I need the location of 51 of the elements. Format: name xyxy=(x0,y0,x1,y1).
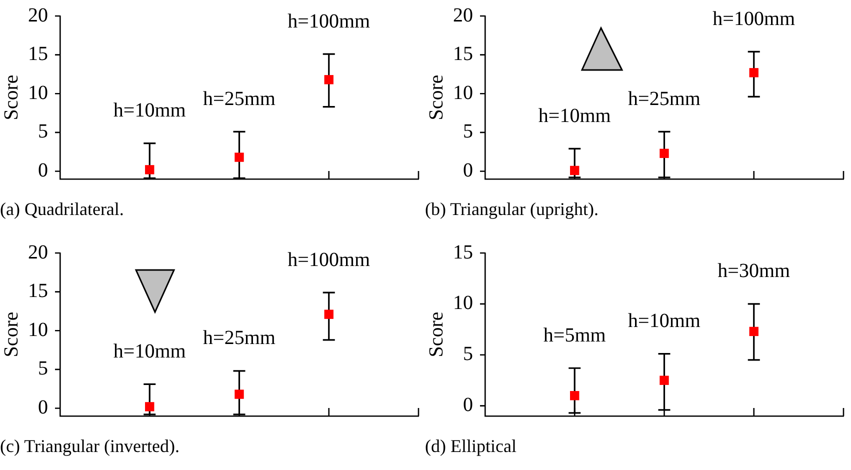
text: (b) Triangular (upright). xyxy=(425,199,600,220)
annotation: h=5mm xyxy=(543,324,606,346)
point xyxy=(660,376,669,385)
point xyxy=(234,390,244,399)
annotation: h=100mm xyxy=(288,248,371,271)
annotation: h=100mm xyxy=(712,8,796,30)
annotation: h=25mm xyxy=(628,88,701,110)
text: (c) Triangular (inverted). xyxy=(0,436,180,457)
y-tick-label: 0 xyxy=(38,396,48,418)
y-tick-label: 5 xyxy=(463,120,473,143)
y-tick-label: 20 xyxy=(453,4,473,26)
y-axis-title: Score xyxy=(425,74,448,120)
point xyxy=(324,310,334,319)
point xyxy=(234,152,244,162)
y-tick-label: 15 xyxy=(453,43,473,66)
y-tick-label: 0 xyxy=(463,159,473,182)
point xyxy=(145,165,154,174)
text: (a) Quadrilateral. xyxy=(0,199,125,220)
y-tick-label: 10 xyxy=(28,318,48,341)
y-tick-label: 5 xyxy=(38,358,48,380)
point xyxy=(570,166,580,176)
y-tick-label: 20 xyxy=(28,4,48,26)
y-axis-title: Score xyxy=(0,312,22,358)
annotation: h=10mm xyxy=(113,100,186,122)
y-tick-label: 10 xyxy=(453,82,473,104)
annotation: h=30mm xyxy=(718,260,791,282)
y-tick-label: 10 xyxy=(28,82,48,104)
annotation: h=25mm xyxy=(203,327,276,350)
y-tick-label: 15 xyxy=(28,43,48,66)
point xyxy=(660,148,669,158)
y-tick-label: 15 xyxy=(28,280,48,302)
point xyxy=(324,75,334,84)
y-axis-title: Score xyxy=(0,74,22,120)
y-tick-label: 5 xyxy=(38,120,48,143)
point xyxy=(749,326,758,336)
y-tick-label: 0 xyxy=(463,394,473,416)
annotation: h=25mm xyxy=(203,88,276,110)
point xyxy=(145,402,154,412)
point xyxy=(570,391,580,400)
point xyxy=(749,68,758,78)
y-tick-label: 5 xyxy=(463,343,473,366)
y-tick-label: 0 xyxy=(38,159,48,182)
annotation: h=10mm xyxy=(628,310,701,332)
y-tick-label: 15 xyxy=(453,241,473,264)
y-axis-title: Score xyxy=(425,312,448,358)
annotation: h=100mm xyxy=(288,10,371,32)
y-tick-label: 20 xyxy=(28,241,48,264)
annotation: h=10mm xyxy=(538,104,612,127)
text: (d) Elliptical xyxy=(425,436,518,457)
annotation: h=10mm xyxy=(113,340,186,362)
y-tick-label: 10 xyxy=(453,292,473,314)
